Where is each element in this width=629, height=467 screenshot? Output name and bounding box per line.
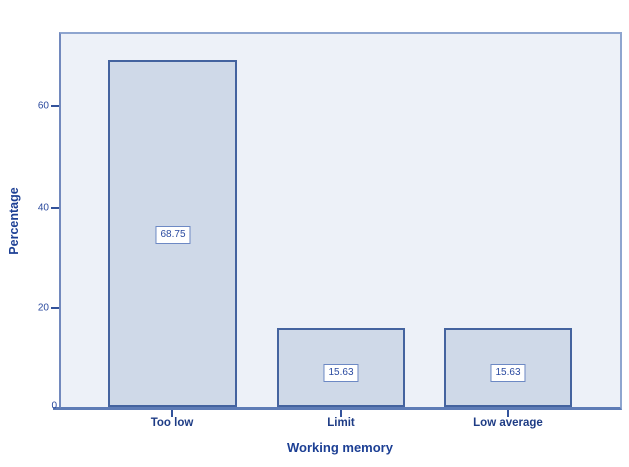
x-axis-title: Working memory — [287, 440, 393, 455]
value-label-too-low: 68.75 — [155, 226, 191, 244]
x-tick-too-low — [171, 410, 173, 417]
x-tick-limit — [340, 410, 342, 417]
x-category-limit: Limit — [327, 417, 355, 429]
y-tick-60 — [51, 104, 59, 107]
y-tick-40 — [51, 206, 59, 209]
y-tick-label-0: 0 — [51, 400, 57, 412]
value-label-low-average: 15.63 — [490, 364, 526, 382]
x-category-too-low: Too low — [150, 417, 194, 429]
y-tick-20 — [51, 306, 59, 309]
y-tick-label-40: 40 — [37, 202, 49, 213]
y-axis-title: Percentage — [7, 187, 21, 255]
y-tick-label-60: 60 — [37, 100, 49, 111]
y-tick-0 — [53, 407, 60, 410]
x-tick-low-average — [507, 410, 509, 417]
y-tick-label-20: 20 — [37, 302, 49, 313]
value-label-limit: 15.63 — [323, 364, 359, 382]
x-category-low-average: Low average — [473, 417, 543, 429]
